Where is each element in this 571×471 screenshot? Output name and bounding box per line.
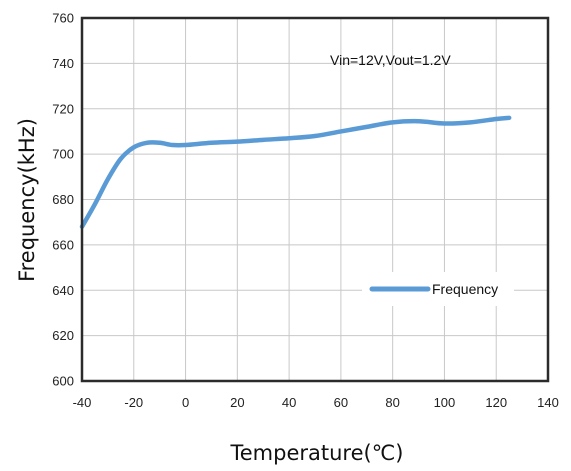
series-line-frequency (79, 115, 512, 229)
y-tick-label: 700 (52, 147, 74, 162)
plot-frame (80, 16, 550, 383)
x-tick-label: -40 (73, 395, 92, 410)
legend: Frequency (362, 272, 514, 306)
x-tick-labels: -40 -20 0 20 40 60 80 100 120 140 (73, 395, 559, 410)
condition-annotation: Vin=12V,Vout=1.2V (330, 52, 451, 68)
x-tick-label: 100 (434, 395, 456, 410)
x-tick-label: 0 (182, 395, 189, 410)
y-tick-label: 660 (52, 237, 74, 252)
x-tick-label: 60 (334, 395, 348, 410)
y-tick-label: 620 (52, 328, 74, 343)
y-tick-labels: 600 620 640 660 680 700 720 740 760 (52, 11, 74, 389)
y-tick-label: 680 (52, 192, 74, 207)
x-axis-title: Temperature(℃) (230, 441, 404, 465)
y-tick-label: 640 (52, 283, 74, 298)
y-tick-label: 600 (52, 374, 74, 389)
grid-lines (81, 17, 549, 382)
x-tick-label: 80 (385, 395, 399, 410)
y-tick-label: 760 (52, 11, 74, 26)
x-tick-label: 120 (485, 395, 507, 410)
y-tick-label: 720 (52, 101, 74, 116)
x-tick-label: -20 (124, 395, 143, 410)
y-axis-title: Frequency(kHz) (15, 118, 39, 282)
y-tick-label: 740 (52, 56, 74, 71)
x-tick-label: 40 (282, 395, 296, 410)
series-layer (79, 115, 512, 229)
x-tick-label: 20 (230, 395, 244, 410)
legend-label-frequency: Frequency (432, 281, 498, 297)
x-tick-label: 140 (537, 395, 559, 410)
